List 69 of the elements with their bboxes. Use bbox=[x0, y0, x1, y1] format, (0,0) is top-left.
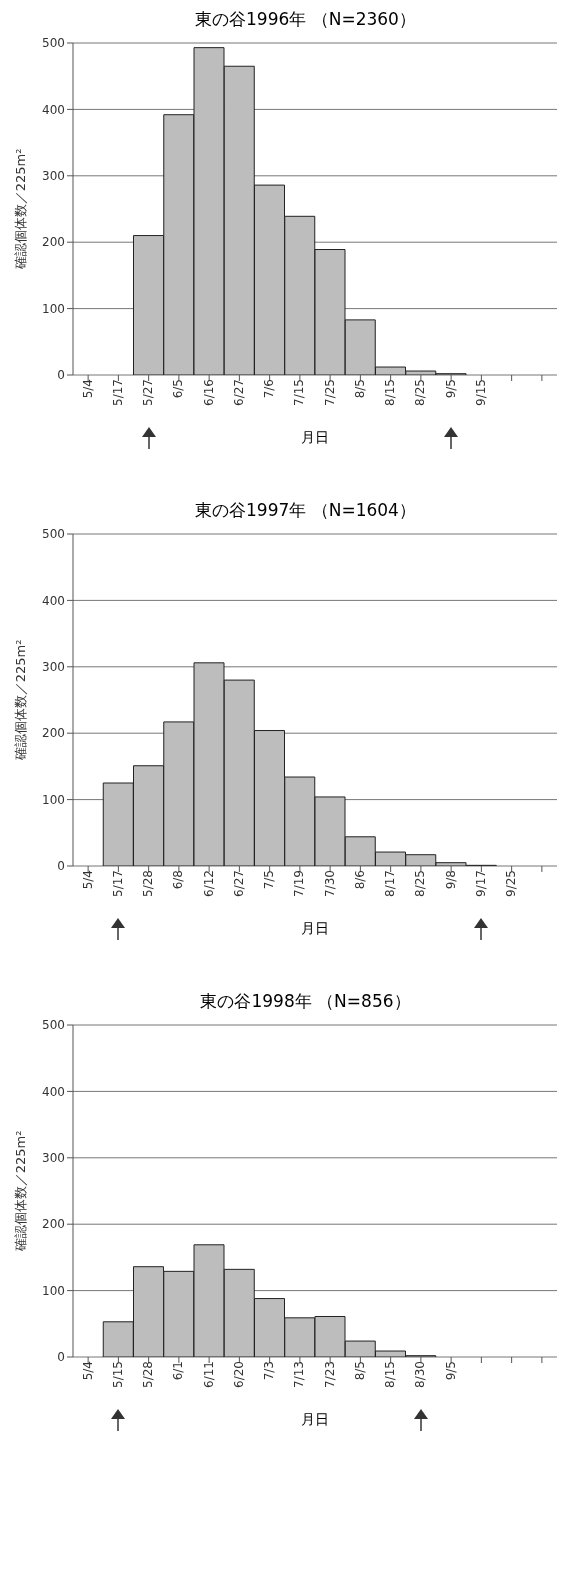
x-tick-label: 8/30 bbox=[413, 1361, 428, 1388]
x-tick-label: 8/5 bbox=[352, 1361, 367, 1381]
y-tick-label: 300 bbox=[42, 660, 65, 675]
x-tick-label: 6/27 bbox=[231, 379, 246, 406]
y-tick-label: 200 bbox=[42, 1217, 65, 1232]
x-tick-label: 8/6 bbox=[352, 870, 367, 890]
y-tick-label: 300 bbox=[42, 169, 65, 184]
x-tick-label: 5/4 bbox=[80, 379, 95, 399]
y-tick-label: 400 bbox=[42, 593, 65, 608]
x-tick-label: 5/15 bbox=[110, 1361, 125, 1388]
y-axis-title: 確認個体数／225m² bbox=[12, 639, 28, 762]
x-tick-label: 5/28 bbox=[141, 1361, 156, 1388]
x-tick-label: 7/23 bbox=[322, 1361, 337, 1388]
x-tick-label: 9/15 bbox=[473, 379, 488, 406]
x-tick-label: 5/17 bbox=[110, 870, 125, 897]
x-tick-label: 8/25 bbox=[413, 379, 428, 406]
x-tick-label: 7/5 bbox=[262, 870, 277, 890]
y-tick-label: 300 bbox=[42, 1151, 65, 1166]
y-tick-label: 200 bbox=[42, 726, 65, 741]
x-axis-title: 月日 bbox=[300, 429, 330, 447]
x-tick-label: 9/8 bbox=[443, 870, 458, 890]
y-tick-label: 400 bbox=[42, 1084, 65, 1099]
x-tick-label: 7/25 bbox=[322, 379, 337, 406]
x-tick-label: 6/11 bbox=[201, 1361, 216, 1388]
y-tick-label: 200 bbox=[42, 235, 65, 250]
y-tick-label: 0 bbox=[57, 368, 65, 383]
y-axis-title: 確認個体数／225m² bbox=[12, 148, 28, 271]
x-tick-label: 6/27 bbox=[231, 870, 246, 897]
x-tick-label: 9/5 bbox=[443, 1361, 458, 1381]
y-tick-label: 500 bbox=[42, 1018, 65, 1033]
x-tick-label: 6/8 bbox=[171, 870, 186, 890]
y-tick-label: 0 bbox=[57, 1350, 65, 1365]
chart-title: 東の谷1997年 （N=1604） bbox=[194, 499, 417, 522]
x-tick-label: 8/15 bbox=[383, 379, 398, 406]
y-tick-label: 500 bbox=[42, 527, 65, 542]
x-tick-label: 8/17 bbox=[383, 870, 398, 897]
x-tick-label: 7/30 bbox=[322, 870, 337, 897]
y-tick-label: 400 bbox=[42, 102, 65, 117]
x-tick-label: 7/6 bbox=[262, 379, 277, 399]
x-tick-label: 6/16 bbox=[201, 379, 216, 406]
y-tick-label: 100 bbox=[42, 792, 65, 807]
x-axis-title: 月日 bbox=[300, 1411, 330, 1429]
x-tick-label: 5/4 bbox=[80, 1361, 95, 1381]
y-tick-label: 0 bbox=[57, 859, 65, 874]
y-tick-label: 100 bbox=[42, 301, 65, 316]
x-tick-label: 5/4 bbox=[80, 870, 95, 890]
x-tick-label: 9/5 bbox=[443, 379, 458, 399]
x-tick-label: 7/15 bbox=[292, 379, 307, 406]
x-tick-label: 5/17 bbox=[110, 379, 125, 406]
chart-title: 東の谷1996年 （N=2360） bbox=[194, 8, 417, 31]
x-tick-label: 7/13 bbox=[292, 1361, 307, 1388]
y-axis-title: 確認個体数／225m² bbox=[12, 1130, 28, 1253]
x-tick-label: 7/19 bbox=[292, 870, 307, 897]
x-tick-label: 8/5 bbox=[352, 379, 367, 399]
x-tick-label: 8/15 bbox=[383, 1361, 398, 1388]
y-tick-label: 500 bbox=[42, 36, 65, 51]
x-axis-title: 月日 bbox=[300, 920, 330, 938]
x-tick-label: 7/3 bbox=[262, 1361, 277, 1381]
x-tick-label: 6/1 bbox=[171, 1361, 186, 1381]
x-tick-label: 6/5 bbox=[171, 379, 186, 399]
x-tick-label: 5/27 bbox=[141, 379, 156, 406]
chart-title: 東の谷1998年 （N=856） bbox=[199, 990, 412, 1013]
x-tick-label: 6/20 bbox=[231, 1361, 246, 1388]
x-tick-label: 8/25 bbox=[413, 870, 428, 897]
x-tick-label: 9/17 bbox=[473, 870, 488, 897]
x-tick-label: 6/12 bbox=[201, 870, 216, 897]
x-tick-label: 9/25 bbox=[504, 870, 519, 897]
y-tick-label: 100 bbox=[42, 1283, 65, 1298]
x-tick-label: 5/28 bbox=[141, 870, 156, 897]
